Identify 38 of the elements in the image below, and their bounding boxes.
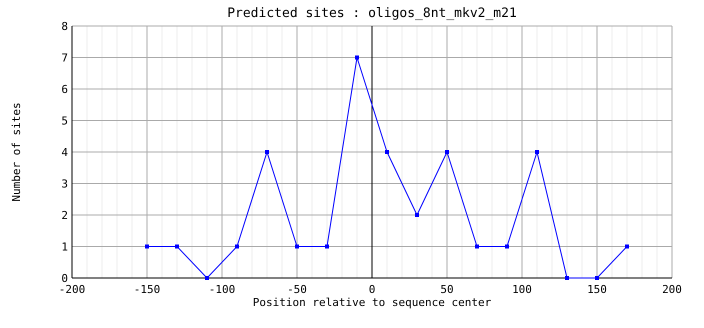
x-tick-label: -150 [134,283,160,296]
point [175,244,179,248]
x-tick-label: -200 [58,283,86,296]
y-tick-label: 1 [61,240,68,254]
y-tick-label: 8 [61,20,68,33]
y-tick-label: 7 [61,52,68,64]
point [235,244,239,248]
x-tick-label: 200 [662,283,682,296]
point [265,150,269,154]
chart-title: Predicted sites : oligos_8nt_mkv2_m21 [227,6,517,21]
point [595,276,599,280]
point [535,150,539,154]
point [355,56,359,60]
y-tick-label: 3 [61,178,68,190]
point [295,244,299,248]
point [625,244,629,248]
point [475,244,479,248]
x-tick-label: -100 [208,283,236,296]
y-tick-label: 5 [61,114,68,128]
point [325,244,329,248]
x-tick-label: 0 [368,283,376,296]
point [205,276,209,280]
x-tick-label: -50 [287,283,307,296]
x-tick-label: 50 [440,283,454,296]
y-tick-label: 6 [61,83,68,96]
point [565,276,569,280]
point [415,213,419,217]
y-axis-title: Number of sites [10,102,23,202]
point [145,244,149,248]
x-tick-label: 150 [587,283,607,296]
point [445,150,449,154]
y-tick-label: 4 [61,146,68,159]
point [385,150,389,154]
point [505,244,509,248]
y-tick-label: 2 [61,209,68,222]
x-axis-title: Position relative to sequence center [252,296,492,309]
y-tick-label: 0 [61,272,68,285]
x-tick-label: 100 [512,283,532,296]
